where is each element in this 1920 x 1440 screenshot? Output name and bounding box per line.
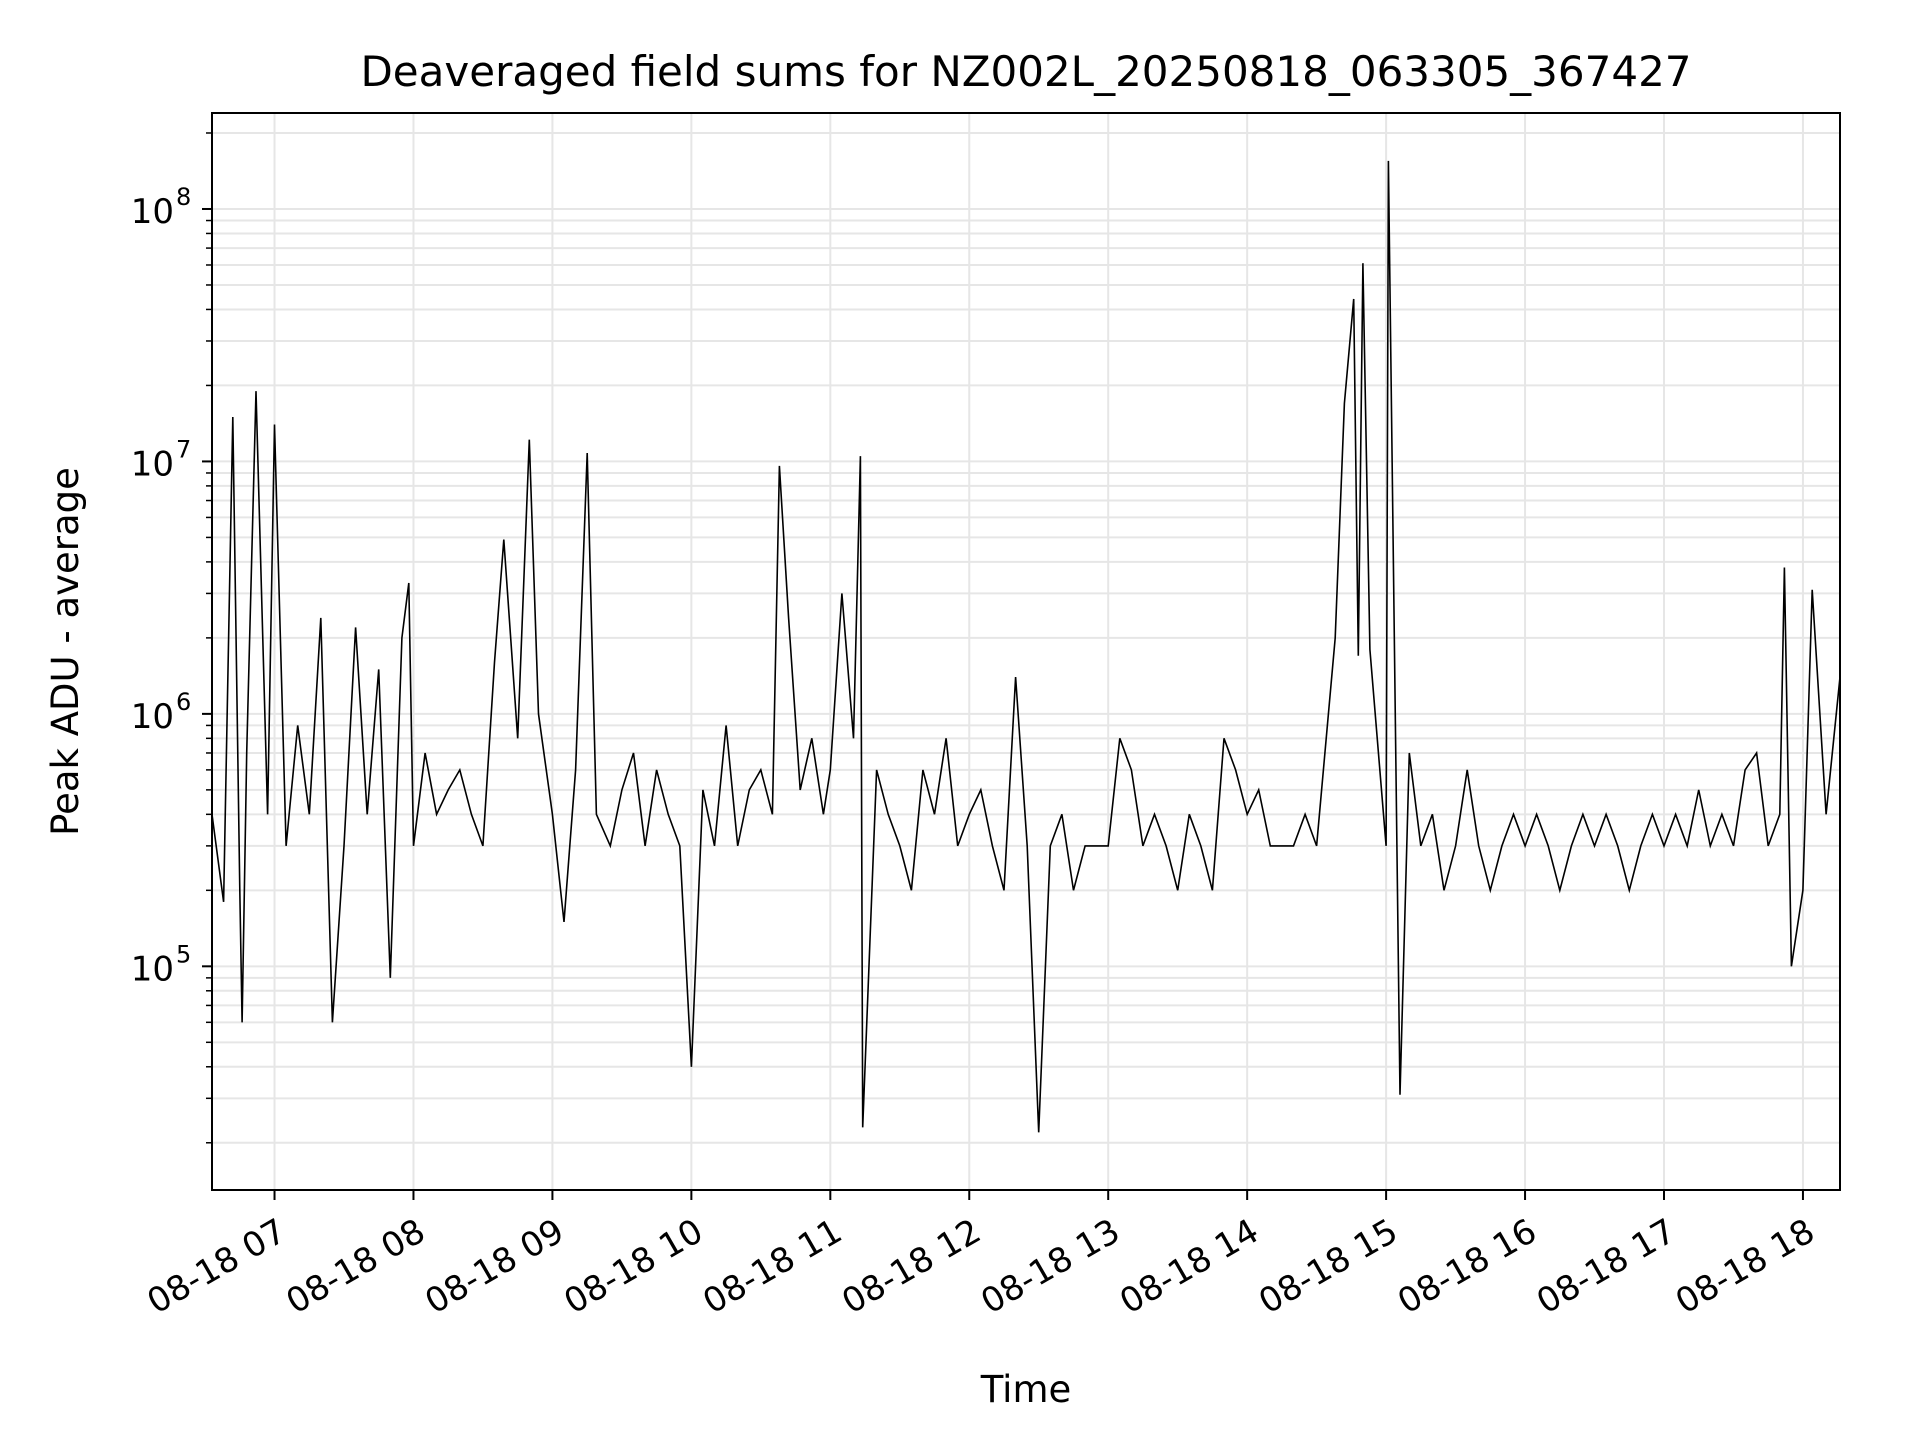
- y-tick-exponent: 8: [176, 183, 191, 211]
- y-axis-label: Peak ADU - average: [44, 467, 87, 836]
- x-tick-label: 08-18 17: [1530, 1211, 1682, 1322]
- plot-frame: [211, 112, 1841, 1191]
- y-tick-exponent: 5: [176, 940, 191, 968]
- y-tick-label: 10: [131, 192, 174, 232]
- y-tick-label: 10: [131, 444, 174, 484]
- x-tick-label: 08-18 15: [1252, 1211, 1404, 1322]
- chart-title: Deaveraged field sums for NZ002L_2025081…: [360, 47, 1691, 96]
- x-tick-label: 08-18 12: [835, 1211, 987, 1322]
- x-tick-label: 08-18 11: [696, 1211, 848, 1322]
- x-tick-label: 08-18 07: [141, 1211, 293, 1322]
- series-layer: [211, 160, 1841, 1133]
- x-tick-label: 08-18 13: [974, 1211, 1126, 1322]
- x-tick-label: 08-18 08: [280, 1211, 432, 1322]
- x-tick-label: 08-18 14: [1113, 1211, 1265, 1322]
- y-tick-exponent: 7: [176, 435, 191, 463]
- data-series-line: [211, 160, 1841, 1133]
- x-tick-label: 08-18 09: [419, 1211, 571, 1322]
- y-tick-label: 10: [131, 697, 174, 737]
- x-tick-label: 08-18 16: [1391, 1211, 1543, 1322]
- y-tick-label: 10: [131, 949, 174, 989]
- x-tick-label: 08-18 18: [1669, 1211, 1821, 1322]
- y-tick-exponent: 6: [176, 688, 191, 716]
- grid: [212, 113, 1840, 1190]
- x-tick-label: 08-18 10: [557, 1211, 709, 1322]
- x-axis-label: Time: [980, 1368, 1072, 1411]
